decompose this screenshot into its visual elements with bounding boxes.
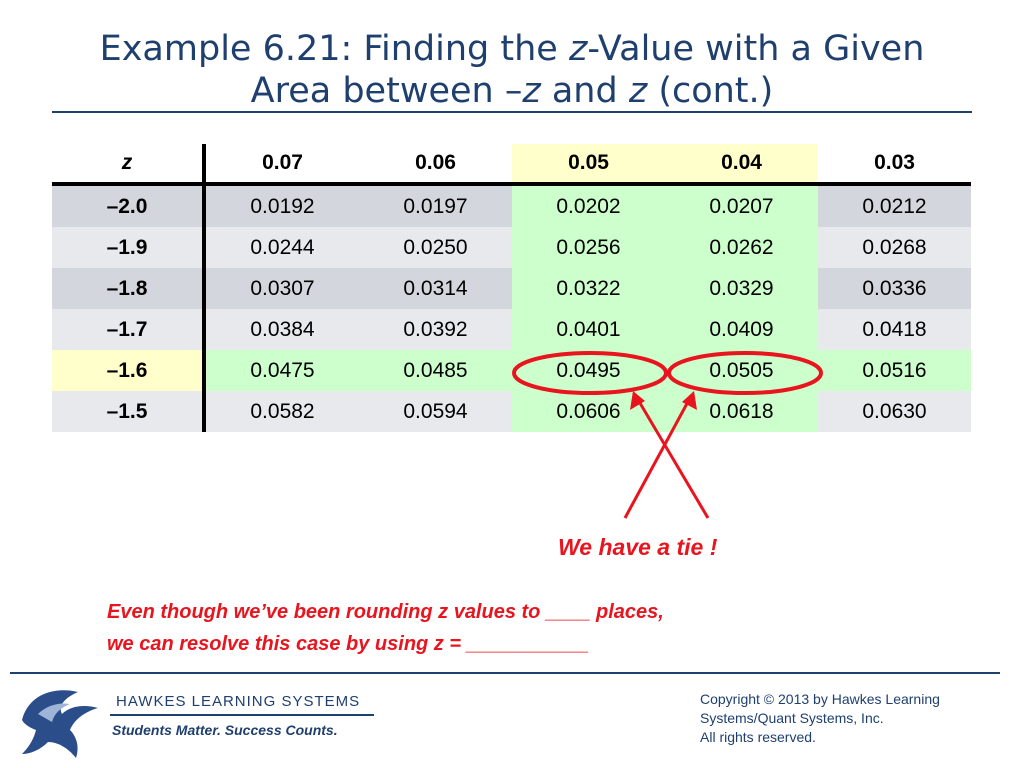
slide-title: Example 6.21: Finding the z-Value with a… [0,28,1024,112]
table-cell: 0.0207 [665,184,818,227]
title-text: -Value with a Given [587,29,925,69]
table-cell: 0.0630 [818,391,971,432]
title-text: Area between – [250,71,523,111]
title-text: (cont.) [647,71,774,111]
table-cell: 0.0418 [818,309,971,350]
row-z: –2.0 [52,184,206,227]
row-z: –1.7 [52,309,206,350]
table-cell: 0.0384 [204,309,359,350]
table-row: –1.9 0.0244 0.0250 0.0256 0.0262 0.0268 [52,227,971,268]
table-cell: 0.0202 [512,184,665,227]
copyright-line: Copyright © 2013 by Hawkes Learning [700,691,940,707]
title-line-2: Area between –z and z (cont.) [0,70,1024,112]
table-row: –1.8 0.0307 0.0314 0.0322 0.0329 0.0336 [52,268,971,309]
row-z: –1.5 [52,391,206,432]
title-divider [52,111,972,113]
footer-divider [10,672,1000,674]
z-table: z 0.07 0.06 0.05 0.04 0.03 –2.0 0.0192 0… [52,144,971,432]
table-cell: 0.0409 [665,309,818,350]
title-z: z [568,29,588,69]
title-line-1: Example 6.21: Finding the z-Value with a… [0,28,1024,70]
copyright-line: Systems/Quant Systems, Inc. [700,710,884,726]
table-cell: 0.0314 [359,268,512,309]
row-z: –1.9 [52,227,206,268]
title-text: and [540,71,629,111]
table-cell: 0.0401 [512,309,665,350]
header-col: 0.07 [204,144,359,186]
table-cell: 0.0329 [665,268,818,309]
table-cell: 0.0485 [359,350,512,391]
header-z: z [52,144,206,186]
note-line-1: Even though we’ve been rounding z values… [107,601,664,623]
brand-slogan: Students Matter. Success Counts. [112,722,338,738]
table-cell: 0.0618 [665,391,818,432]
table-cell: 0.0212 [818,184,971,227]
table-cell: 0.0392 [359,309,512,350]
brand-name: HAWKES LEARNING SYSTEMS [116,693,361,710]
table-row-highlighted: –1.6 0.0475 0.0485 0.0495 0.0505 0.0516 [52,350,971,391]
title-z: z [628,71,648,111]
header-col-highlighted: 0.05 [512,144,665,186]
copyright-line: All rights reserved. [700,729,816,745]
table-cell: 0.0262 [665,227,818,268]
table-cell: 0.0244 [204,227,359,268]
table-cell: 0.0475 [204,350,359,391]
hawk-logo-icon [22,690,98,758]
table-cell: 0.0336 [818,268,971,309]
instruction-note: Even though we’ve been rounding z values… [107,596,664,660]
table-cell: 0.0606 [512,391,665,432]
table-cell: 0.0582 [204,391,359,432]
title-text: Example 6.21: Finding the [99,29,569,69]
brand-divider [110,714,374,716]
table-row: –1.5 0.0582 0.0594 0.0606 0.0618 0.0630 [52,391,971,432]
header-col: 0.03 [818,144,971,186]
table-row: –2.0 0.0192 0.0197 0.0202 0.0207 0.0212 [52,184,971,227]
table-cell: 0.0516 [818,350,971,391]
table-cell-circled: 0.0505 [665,350,818,391]
row-z: –1.8 [52,268,206,309]
row-z: –1.6 [52,350,206,391]
table-cell: 0.0192 [204,184,359,227]
table-cell: 0.0197 [359,184,512,227]
header-col-highlighted: 0.04 [665,144,818,186]
table-cell-circled: 0.0495 [512,350,665,391]
table-cell: 0.0307 [204,268,359,309]
table-cell: 0.0256 [512,227,665,268]
table-cell: 0.0250 [359,227,512,268]
tie-callout: We have a tie ! [558,534,718,560]
z-table-header-row: z 0.07 0.06 0.05 0.04 0.03 [52,144,971,186]
table-cell: 0.0322 [512,268,665,309]
note-line-2: we can resolve this case by using z = __… [107,633,589,655]
table-cell: 0.0268 [818,227,971,268]
table-row: –1.7 0.0384 0.0392 0.0401 0.0409 0.0418 [52,309,971,350]
header-col: 0.06 [359,144,512,186]
copyright-notice: Copyright © 2013 by Hawkes Learning Syst… [700,690,940,747]
table-cell: 0.0594 [359,391,512,432]
title-z: z [522,71,541,111]
